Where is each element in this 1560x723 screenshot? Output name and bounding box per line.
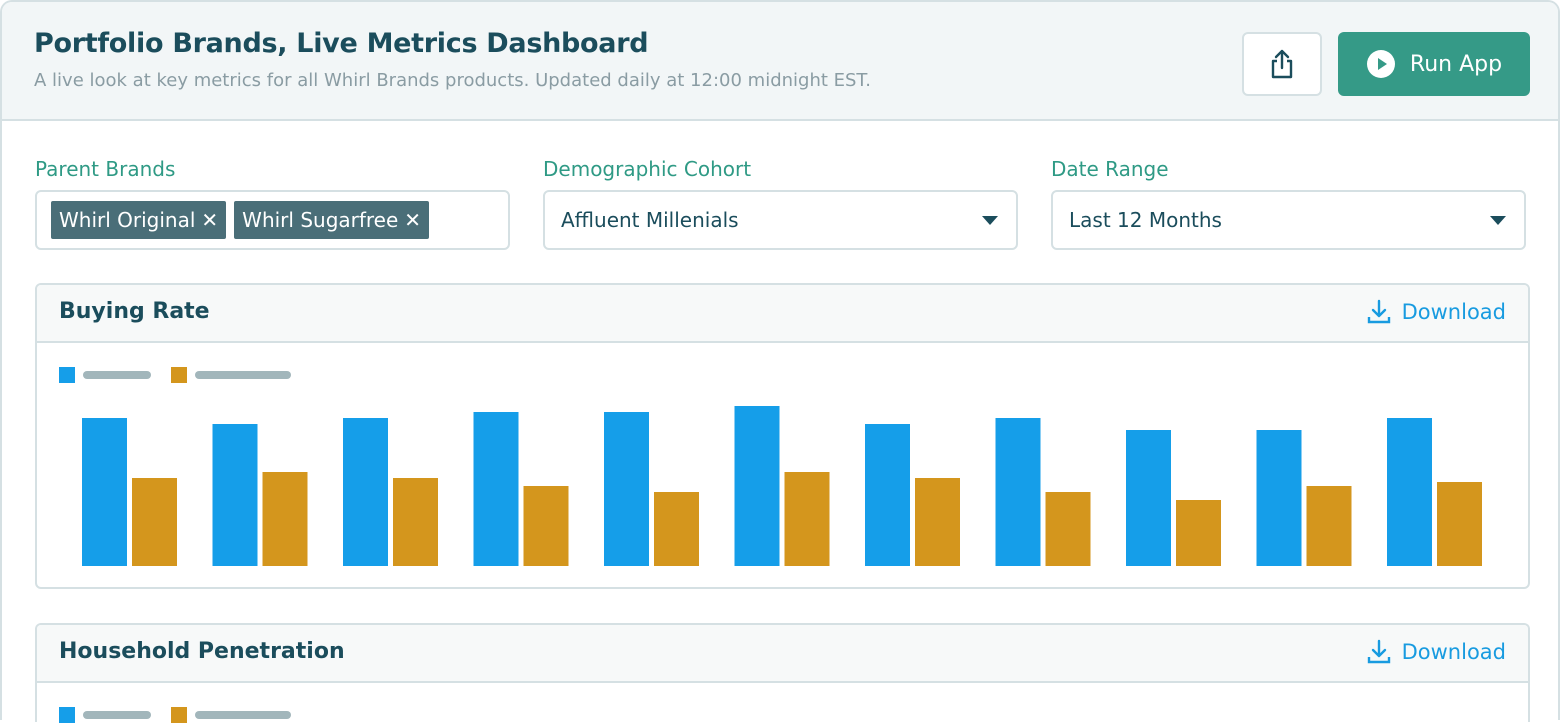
- cohort-select[interactable]: Affluent Millenials: [543, 190, 1018, 250]
- chart-legend: [59, 367, 311, 383]
- parent-brands-multiselect[interactable]: Whirl Original ✕ Whirl Sugarfree ✕: [35, 190, 510, 250]
- legend-label-placeholder: [83, 711, 151, 719]
- cohort-value: Affluent Millenials: [561, 208, 739, 232]
- date-range-label: Date Range: [1051, 157, 1169, 181]
- download-button[interactable]: Download: [1366, 639, 1506, 665]
- bar-series-2-9: [1176, 500, 1221, 566]
- bar-series-1-2: [212, 424, 258, 566]
- brand-chip: Whirl Original ✕: [51, 201, 227, 239]
- page-subtitle: A live look at key metrics for all Whirl…: [34, 70, 872, 91]
- download-icon: [1367, 299, 1390, 324]
- page-title: Portfolio Brands, Live Metrics Dashboard: [34, 28, 649, 59]
- date-range-select[interactable]: Last 12 Months: [1051, 190, 1526, 250]
- bar-series-2-4: [523, 486, 569, 566]
- download-label: Download: [1401, 640, 1506, 664]
- parent-brands-label: Parent Brands: [35, 157, 176, 181]
- bar-series-1-11: [1387, 418, 1432, 566]
- bar-series-1-7: [865, 424, 910, 566]
- bar-series-2-3: [393, 478, 438, 566]
- bar-series-2-11: [1437, 482, 1482, 566]
- legend-label-placeholder: [195, 711, 291, 719]
- bar-series-1-9: [1126, 430, 1171, 566]
- bar-series-2-2: [262, 472, 308, 566]
- remove-chip-icon[interactable]: ✕: [201, 208, 219, 232]
- chip-label: Whirl Sugarfree: [242, 208, 399, 232]
- cohort-label: Demographic Cohort: [543, 157, 752, 181]
- bar-series-2-5: [654, 492, 699, 566]
- bar-series-2-7: [915, 478, 960, 566]
- bar-series-1-1: [82, 418, 127, 566]
- buying-rate-panel: Buying Rate Download: [35, 283, 1530, 589]
- share-button[interactable]: [1242, 32, 1322, 96]
- bar-series-1-6: [734, 406, 780, 566]
- legend-label-placeholder: [83, 371, 151, 379]
- household-penetration-panel: Household Penetration Download: [35, 623, 1530, 723]
- share-icon: [1271, 49, 1293, 79]
- legend-swatch-series-2: [171, 367, 187, 383]
- chevron-down-icon: [1490, 216, 1506, 225]
- bar-series-2-1: [132, 478, 177, 566]
- bar-series-2-8: [1045, 492, 1091, 566]
- chart-legend: [59, 707, 311, 723]
- bar-series-1-5: [604, 412, 649, 566]
- run-app-button[interactable]: Run App: [1338, 32, 1530, 96]
- run-app-label: Run App: [1409, 51, 1503, 77]
- play-circle-icon: [1366, 50, 1395, 78]
- bar-series-2-6: [784, 472, 830, 566]
- chip-label: Whirl Original: [59, 208, 196, 232]
- bar-series-1-4: [473, 412, 519, 566]
- bar-series-1-3: [343, 418, 388, 566]
- brand-chip: Whirl Sugarfree ✕: [234, 201, 430, 239]
- legend-label-placeholder: [195, 371, 291, 379]
- panel-title: Household Penetration: [59, 639, 345, 664]
- bar-series-2-10: [1306, 486, 1352, 566]
- legend-swatch-series-1: [59, 707, 75, 723]
- date-range-value: Last 12 Months: [1069, 208, 1222, 232]
- header: Portfolio Brands, Live Metrics Dashboard…: [2, 2, 1558, 121]
- download-button[interactable]: Download: [1366, 299, 1506, 325]
- legend-swatch-series-1: [59, 367, 75, 383]
- remove-chip-icon[interactable]: ✕: [404, 208, 422, 232]
- buying-rate-chart: [82, 406, 1482, 566]
- panel-title: Buying Rate: [59, 299, 210, 324]
- download-label: Download: [1401, 300, 1506, 324]
- bar-series-1-10: [1256, 430, 1302, 566]
- legend-swatch-series-2: [171, 707, 187, 723]
- download-icon: [1367, 639, 1390, 664]
- chevron-down-icon: [982, 216, 998, 225]
- bar-series-1-8: [995, 418, 1041, 566]
